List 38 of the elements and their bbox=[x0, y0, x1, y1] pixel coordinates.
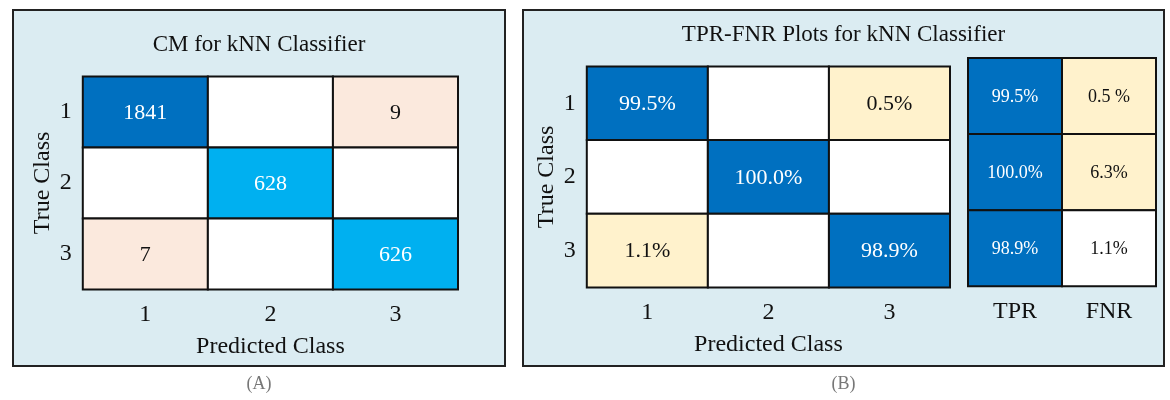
x-tick-label: TPR bbox=[992, 296, 1038, 323]
y-axis-title: True Class bbox=[27, 131, 54, 235]
y-tick-label: 3 bbox=[563, 235, 576, 262]
x-tick-label: FNR bbox=[1085, 296, 1133, 323]
text: (B) bbox=[830, 373, 857, 394]
data-label: 9 bbox=[389, 98, 401, 124]
text: (A) bbox=[245, 373, 273, 394]
y-tick-label: 2 bbox=[59, 168, 72, 195]
chart-title: TPR-FNR Plots for kNN Classifier bbox=[680, 21, 1007, 47]
data-label: 1.1% bbox=[624, 237, 671, 263]
y-tick-label: 1 bbox=[563, 88, 576, 115]
data-label: 1.1% bbox=[1090, 237, 1128, 258]
data-label: 98.9% bbox=[991, 237, 1039, 258]
data-label: 98.9% bbox=[861, 237, 918, 263]
x-axis-title: Predicted Class bbox=[196, 331, 345, 358]
data-label: 100.0% bbox=[987, 161, 1043, 182]
data-label: 99.5% bbox=[618, 90, 676, 116]
x-tick-label: 3 bbox=[389, 300, 402, 327]
data-label: 7 bbox=[139, 240, 151, 266]
x-tick-label: 1 bbox=[641, 298, 654, 325]
data-label: 99.5% bbox=[991, 85, 1039, 106]
data-label: 100.0% bbox=[734, 163, 803, 189]
x-tick-label: 2 bbox=[264, 300, 277, 327]
data-label: 0.5 % bbox=[1088, 85, 1130, 106]
data-label: 626 bbox=[378, 240, 412, 266]
data-label: 0.5% bbox=[866, 90, 913, 116]
y-tick-label: 1 bbox=[59, 97, 72, 124]
chart-title: CM for kNN Classifier bbox=[151, 31, 367, 57]
y-axis-title: True Class bbox=[531, 125, 558, 229]
x-axis-title: Predicted Class bbox=[694, 329, 843, 356]
data-label: 6.3% bbox=[1090, 161, 1128, 182]
data-label: 1841 bbox=[123, 98, 168, 124]
y-tick-label: 2 bbox=[563, 162, 576, 189]
x-tick-label: 3 bbox=[883, 298, 896, 325]
x-tick-label: 2 bbox=[762, 298, 775, 325]
x-tick-label: 1 bbox=[139, 300, 152, 327]
data-label: 628 bbox=[253, 169, 287, 195]
y-tick-label: 3 bbox=[59, 239, 72, 266]
